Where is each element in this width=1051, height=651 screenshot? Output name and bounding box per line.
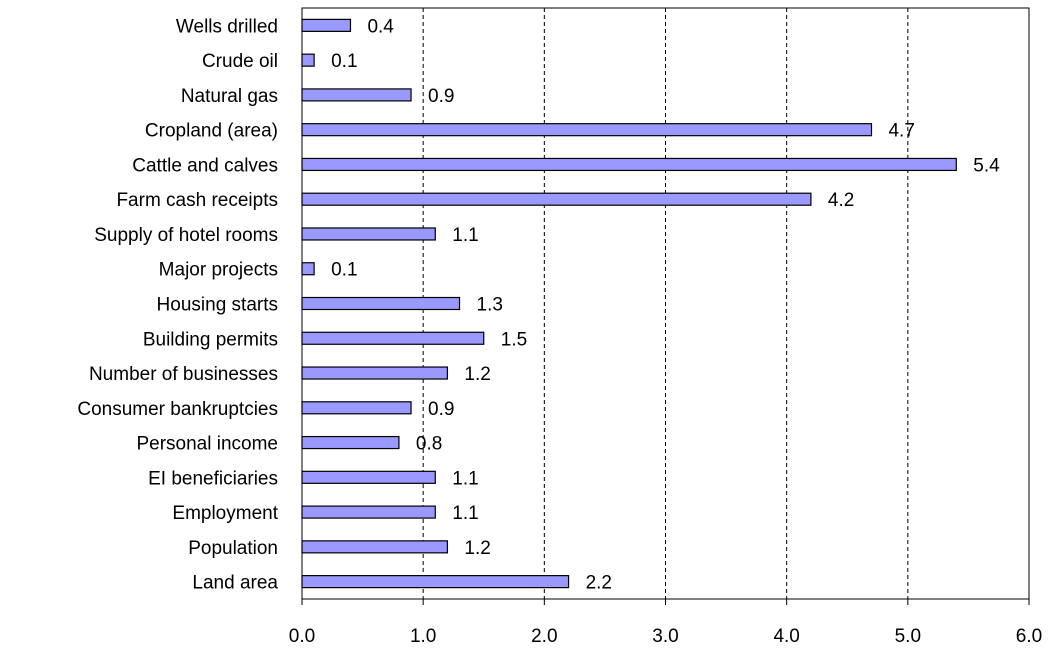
value-label: 0.4 — [367, 16, 394, 37]
axis-layer — [301, 7, 1030, 605]
value-label: 1.2 — [464, 538, 490, 559]
bar — [301, 53, 315, 67]
value-label: 4.7 — [888, 121, 914, 142]
x-tick-label: 5.0 — [895, 626, 921, 647]
bar — [301, 18, 352, 32]
value-label: 1.1 — [452, 468, 478, 489]
category-label: Population — [188, 538, 278, 559]
x-tick-label: 3.0 — [652, 626, 678, 647]
category-label: Supply of hotel rooms — [94, 225, 278, 246]
grid-layer — [422, 8, 909, 599]
value-label: 1.3 — [477, 295, 503, 316]
value-label: 1.5 — [501, 329, 527, 350]
category-label: Crude oil — [202, 51, 278, 72]
category-label: Housing starts — [157, 295, 278, 316]
bar — [301, 435, 400, 450]
category-label: Wells drilled — [176, 16, 278, 37]
x-tick-label: 1.0 — [410, 626, 436, 647]
category-label: Number of businesses — [89, 364, 278, 385]
bar — [301, 192, 812, 206]
label-layer: 0.0 1.0 2.0 3.0 4.0 5.0 6.0 Wells drilled 0.4 Cru… — [77, 16, 1042, 647]
value-label: 1.2 — [464, 364, 490, 385]
value-label: 2.2 — [586, 573, 612, 594]
bar — [301, 505, 436, 519]
category-label: Natural gas — [181, 86, 278, 107]
category-label: Land area — [192, 573, 278, 594]
bar — [301, 331, 485, 345]
value-label: 1.1 — [452, 225, 478, 246]
category-label: Employment — [172, 503, 278, 524]
value-label: 0.9 — [428, 86, 454, 107]
bar-layer — [301, 18, 957, 589]
bar — [301, 401, 412, 415]
value-label: 0.1 — [331, 260, 357, 281]
x-tick-label: 0.0 — [289, 626, 315, 647]
value-label: 0.8 — [416, 434, 442, 455]
bar — [301, 296, 461, 311]
bar — [301, 366, 448, 380]
bar — [301, 262, 315, 276]
bar — [301, 470, 436, 484]
category-label: Personal income — [136, 434, 278, 455]
bar — [301, 88, 412, 102]
value-label: 1.1 — [452, 503, 478, 524]
category-label: Building permits — [143, 329, 278, 350]
value-label: 0.1 — [331, 51, 357, 72]
category-label: EI beneficiaries — [148, 468, 278, 489]
category-label: Farm cash receipts — [116, 190, 278, 211]
bar — [301, 575, 570, 589]
category-label: Cropland (area) — [145, 121, 278, 142]
bar — [301, 123, 873, 137]
category-label: Cattle and calves — [132, 155, 278, 176]
bar — [301, 157, 957, 172]
bar — [301, 540, 448, 554]
value-label: 4.2 — [828, 190, 854, 211]
x-tick-label: 2.0 — [531, 626, 557, 647]
category-label: Consumer bankruptcies — [77, 399, 278, 420]
x-tick-label: 4.0 — [773, 626, 799, 647]
category-label: Major projects — [159, 260, 278, 281]
value-label: 5.4 — [973, 155, 1000, 176]
bar — [301, 227, 436, 241]
x-tick-label: 6.0 — [1016, 626, 1042, 647]
value-label: 0.9 — [428, 399, 454, 420]
